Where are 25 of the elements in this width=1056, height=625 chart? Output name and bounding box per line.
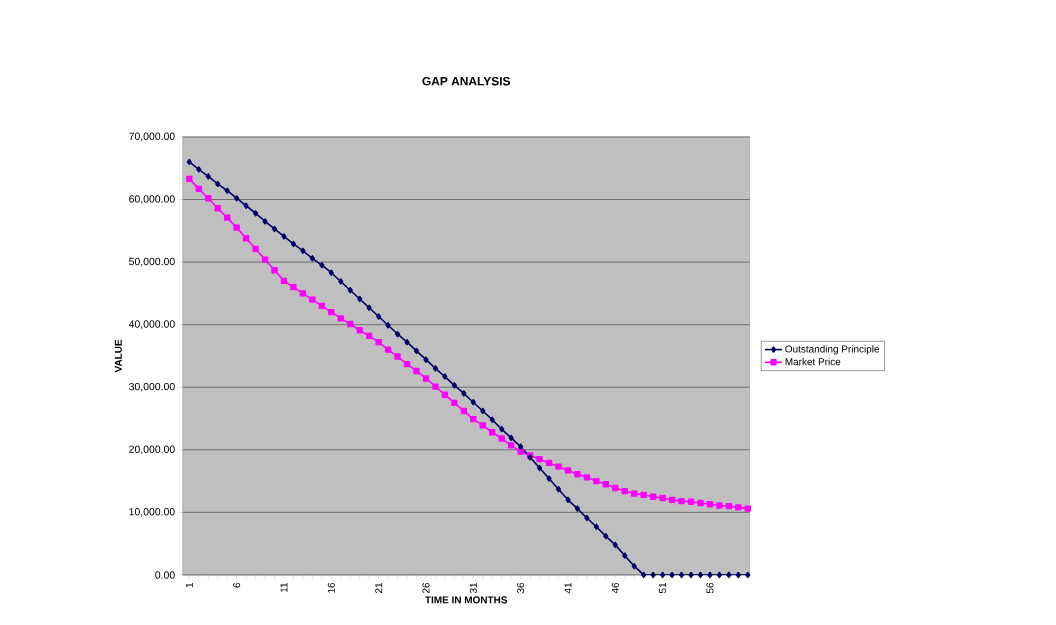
x-tick-label: 46 [611,582,619,594]
y-tick-label: 20,000.00 [129,445,175,455]
x-tick-label: 21 [375,582,383,594]
x-tick-label: 1 [185,582,193,588]
x-tick-label: 41 [564,582,572,594]
y-tick-label: 40,000.00 [128,320,175,329]
y-tick-label: 10,000.00 [129,508,175,517]
x-tick-label: 11 [280,582,288,593]
x-tick-label: 16 [327,582,335,593]
x-tick-label: 6 [233,582,241,588]
y-tick-label: 30,000.00 [129,382,175,392]
x-tick-label: 51 [659,582,667,594]
y-axis-title: VALUE [114,339,122,373]
x-tick-label: 36 [517,582,525,594]
x-tick-label: 26 [422,582,430,594]
x-axis-title: TIME IN MONTHS [425,596,508,604]
x-tick-label: 56 [706,582,714,594]
legend-label: Outstanding Principle [785,345,880,355]
y-tick-label: 70,000.00 [129,132,175,142]
chart-title: GAP ANALYSIS [422,76,511,86]
x-tick-label: 31 [469,582,477,594]
legend-label: Market Price [785,357,841,366]
y-tick-label: 0.00 [155,571,175,579]
y-tick-label: 60,000.00 [129,195,175,204]
y-tick-label: 50,000.00 [129,257,175,267]
